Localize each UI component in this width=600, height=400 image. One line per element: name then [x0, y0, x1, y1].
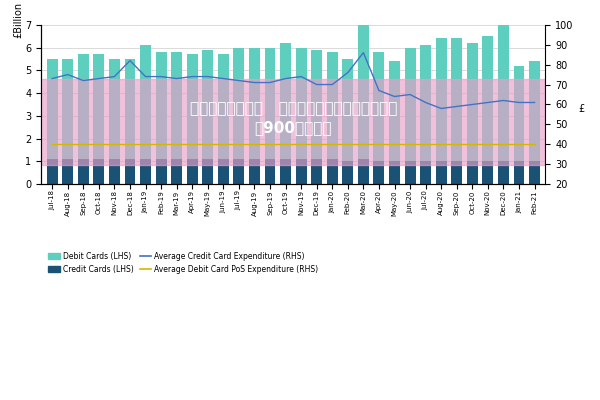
Bar [420, 45, 431, 162]
Bar [202, 50, 213, 159]
Bar [155, 52, 167, 159]
Bar [78, 54, 89, 159]
Bar [265, 48, 275, 159]
Bar [373, 52, 385, 162]
Bar [498, 162, 509, 184]
Bar [529, 61, 540, 162]
Bar [249, 48, 260, 159]
Bar [218, 159, 229, 184]
Bar [171, 52, 182, 159]
Bar [514, 66, 524, 162]
Bar [482, 36, 493, 162]
Text: 破900万辆大关: 破900万辆大关 [254, 120, 332, 135]
Bar [327, 159, 338, 184]
Bar [187, 54, 197, 159]
Bar [467, 162, 478, 184]
Bar [47, 159, 58, 184]
Bar [436, 162, 446, 184]
Bar [155, 159, 167, 184]
Bar [187, 159, 197, 184]
Bar [420, 162, 431, 184]
Bar [94, 54, 104, 159]
Bar [202, 159, 213, 184]
Bar [296, 48, 307, 159]
Bar [311, 159, 322, 184]
Bar [109, 159, 120, 184]
Bar [343, 59, 353, 162]
Bar [41, 80, 545, 165]
Bar [467, 43, 478, 162]
Bar [311, 50, 322, 159]
Bar [218, 54, 229, 159]
Bar [62, 59, 73, 159]
Bar [436, 38, 446, 162]
Y-axis label: £: £ [579, 104, 585, 114]
Bar [280, 159, 291, 184]
Bar [125, 159, 136, 184]
Bar [373, 162, 385, 184]
Bar [233, 159, 244, 184]
Bar [343, 162, 353, 184]
Bar [78, 159, 89, 184]
Bar [125, 59, 136, 159]
Bar [47, 59, 58, 159]
Bar [327, 52, 338, 159]
Bar [171, 159, 182, 184]
Bar [529, 162, 540, 184]
Bar [514, 162, 524, 184]
Bar [265, 159, 275, 184]
Bar [451, 38, 462, 162]
Bar [140, 159, 151, 184]
Bar [358, 159, 369, 184]
Bar [94, 159, 104, 184]
Bar [358, 22, 369, 159]
Bar [404, 48, 416, 162]
Bar [404, 162, 416, 184]
Bar [389, 61, 400, 162]
Bar [296, 159, 307, 184]
Text: 正规股票配资线上   一汽奥迪宣布累计销量正式突: 正规股票配资线上 一汽奥迪宣布累计销量正式突 [190, 102, 397, 116]
Bar [62, 159, 73, 184]
Bar [389, 162, 400, 184]
Bar [451, 162, 462, 184]
Bar [249, 159, 260, 184]
Bar [140, 45, 151, 159]
Legend: Debit Cards (LHS), Credit Cards (LHS), Average Credit Card Expenditure (RHS), Av: Debit Cards (LHS), Credit Cards (LHS), A… [45, 249, 321, 276]
Bar [109, 59, 120, 159]
Bar [482, 162, 493, 184]
Y-axis label: £Billion: £Billion [14, 2, 23, 38]
Bar [280, 43, 291, 159]
Bar [233, 48, 244, 159]
Bar [498, 13, 509, 162]
